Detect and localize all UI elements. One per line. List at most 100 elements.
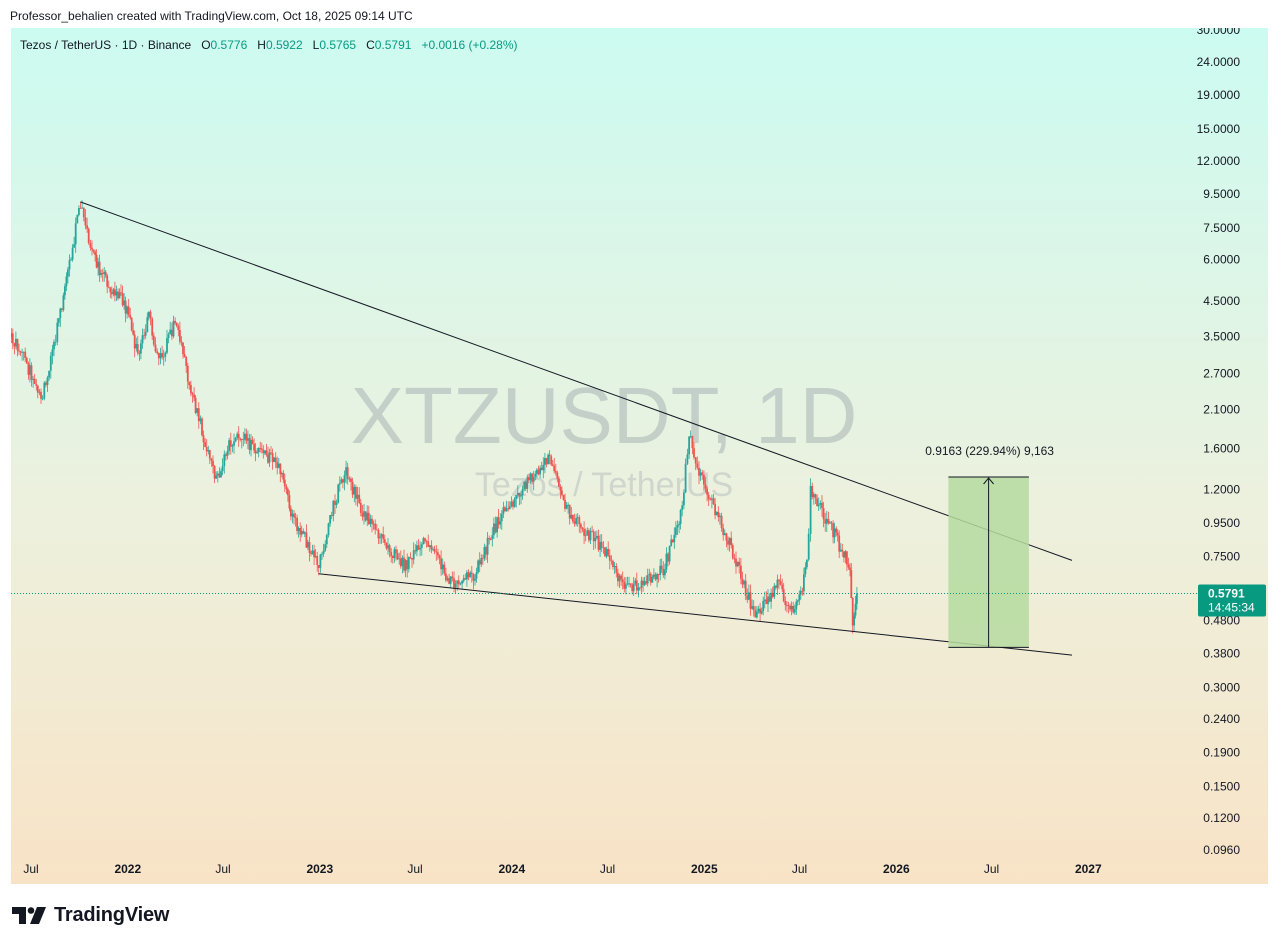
candle-body bbox=[809, 486, 812, 534]
candle-body bbox=[763, 599, 766, 601]
candle-body bbox=[670, 539, 673, 546]
candle-body bbox=[441, 564, 444, 570]
candle-body bbox=[565, 505, 568, 509]
candle-body bbox=[422, 538, 425, 545]
candle-body bbox=[617, 572, 619, 582]
candle-body bbox=[635, 580, 638, 591]
candle-body bbox=[475, 572, 478, 579]
candle-body bbox=[67, 269, 69, 277]
candle-body bbox=[91, 247, 93, 250]
candle-body bbox=[765, 599, 768, 604]
candle-body bbox=[827, 518, 830, 524]
candle-body bbox=[667, 553, 669, 562]
candle-body bbox=[393, 549, 396, 558]
time-axis[interactable]: Jul 2022 Jul 2023 Jul 2024 Jul 2025 Jul 2026 Jul 20… bbox=[23, 862, 1102, 876]
candle-body bbox=[699, 472, 702, 476]
candle-body bbox=[78, 208, 80, 215]
candle-body bbox=[299, 528, 302, 535]
candle-body bbox=[308, 542, 311, 553]
candle-body bbox=[334, 500, 336, 505]
candle-body bbox=[684, 463, 687, 493]
candle-body bbox=[264, 450, 266, 454]
candle-body bbox=[822, 508, 825, 520]
candle-body bbox=[343, 475, 346, 483]
candle-body bbox=[584, 535, 587, 537]
candle-body bbox=[671, 539, 674, 543]
tradingview-logo[interactable]: TradingView bbox=[12, 902, 169, 928]
candle-body bbox=[314, 556, 317, 558]
candle-body bbox=[781, 584, 784, 590]
candle-body bbox=[510, 501, 513, 507]
symbol-legend[interactable]: Tezos / TetherUS · 1D · Binance O0.5776 … bbox=[20, 38, 518, 52]
candle-body bbox=[358, 494, 361, 503]
candle-body bbox=[149, 311, 152, 319]
time-tick-label: Jul bbox=[792, 862, 807, 876]
candle-body bbox=[215, 475, 218, 479]
candle-body bbox=[290, 508, 292, 517]
candle-body bbox=[183, 354, 186, 358]
candle-body bbox=[751, 606, 753, 609]
candle-body bbox=[723, 533, 726, 536]
candle-body bbox=[25, 358, 28, 364]
candle-body bbox=[618, 575, 621, 582]
candle-body bbox=[701, 472, 704, 475]
candle-body bbox=[779, 581, 782, 585]
candle-body bbox=[154, 344, 157, 352]
trendline-upper[interactable] bbox=[80, 201, 1073, 561]
candle-body bbox=[30, 365, 33, 380]
candle-body bbox=[54, 341, 57, 343]
chart-frame[interactable]: XTZUSDT, 1D Tezos / TetherUS 0.9163 (229… bbox=[11, 28, 1268, 884]
candle-body bbox=[201, 418, 203, 436]
candle-body bbox=[580, 524, 582, 528]
candle-body bbox=[51, 349, 54, 356]
candle-body bbox=[746, 595, 749, 600]
candle-body bbox=[770, 592, 772, 602]
candle-body bbox=[276, 462, 279, 468]
candle-body bbox=[678, 523, 680, 526]
candle-body bbox=[159, 353, 162, 359]
candle-body bbox=[11, 333, 13, 338]
candle-body bbox=[804, 567, 807, 575]
candle-body bbox=[112, 289, 115, 295]
trendline-lower[interactable] bbox=[318, 573, 1073, 656]
candle-body bbox=[711, 498, 713, 500]
candle-body bbox=[459, 583, 462, 585]
price-axis[interactable]: 30.0000 24.0000 19.0000 15.0000 12.0000 9.500… bbox=[1197, 28, 1241, 857]
candle-body bbox=[311, 550, 314, 554]
candle-body bbox=[768, 596, 771, 602]
price-tick-label: 4.5000 bbox=[1203, 294, 1240, 308]
candle-body bbox=[98, 261, 101, 275]
candle-body bbox=[483, 547, 486, 559]
candle-body bbox=[629, 583, 632, 585]
candle-body bbox=[92, 249, 95, 252]
candle-body bbox=[86, 225, 88, 229]
candle-body bbox=[628, 583, 630, 585]
candle-body bbox=[106, 275, 109, 287]
watermark-ticker: XTZUSDT, 1D bbox=[351, 371, 858, 460]
candle-body bbox=[367, 512, 370, 525]
candle-body bbox=[738, 561, 741, 566]
candle-body bbox=[568, 504, 571, 519]
candle-body bbox=[639, 587, 641, 589]
candle-body bbox=[592, 531, 595, 542]
candle-body bbox=[322, 550, 325, 554]
candle-body bbox=[425, 540, 428, 542]
price-tick-label: 0.1200 bbox=[1203, 811, 1240, 825]
last-price-value: 0.5791 bbox=[1208, 587, 1245, 601]
candle-body bbox=[762, 601, 765, 611]
candle-body bbox=[146, 317, 149, 332]
candle-body bbox=[265, 450, 268, 455]
candle-body bbox=[843, 551, 845, 558]
price-chart[interactable]: XTZUSDT, 1D Tezos / TetherUS 0.9163 (229… bbox=[11, 28, 1268, 884]
candle-body bbox=[260, 448, 263, 450]
candle-body bbox=[578, 517, 581, 525]
candle-body bbox=[13, 343, 16, 347]
watermark-name: Tezos / TetherUS bbox=[475, 466, 733, 504]
candle-body bbox=[57, 318, 60, 323]
candle-body bbox=[649, 573, 652, 583]
candle-body bbox=[342, 479, 344, 483]
candle-body bbox=[267, 454, 269, 463]
candle-body bbox=[759, 608, 761, 614]
candle-body bbox=[657, 574, 660, 575]
candle-body bbox=[387, 545, 389, 549]
